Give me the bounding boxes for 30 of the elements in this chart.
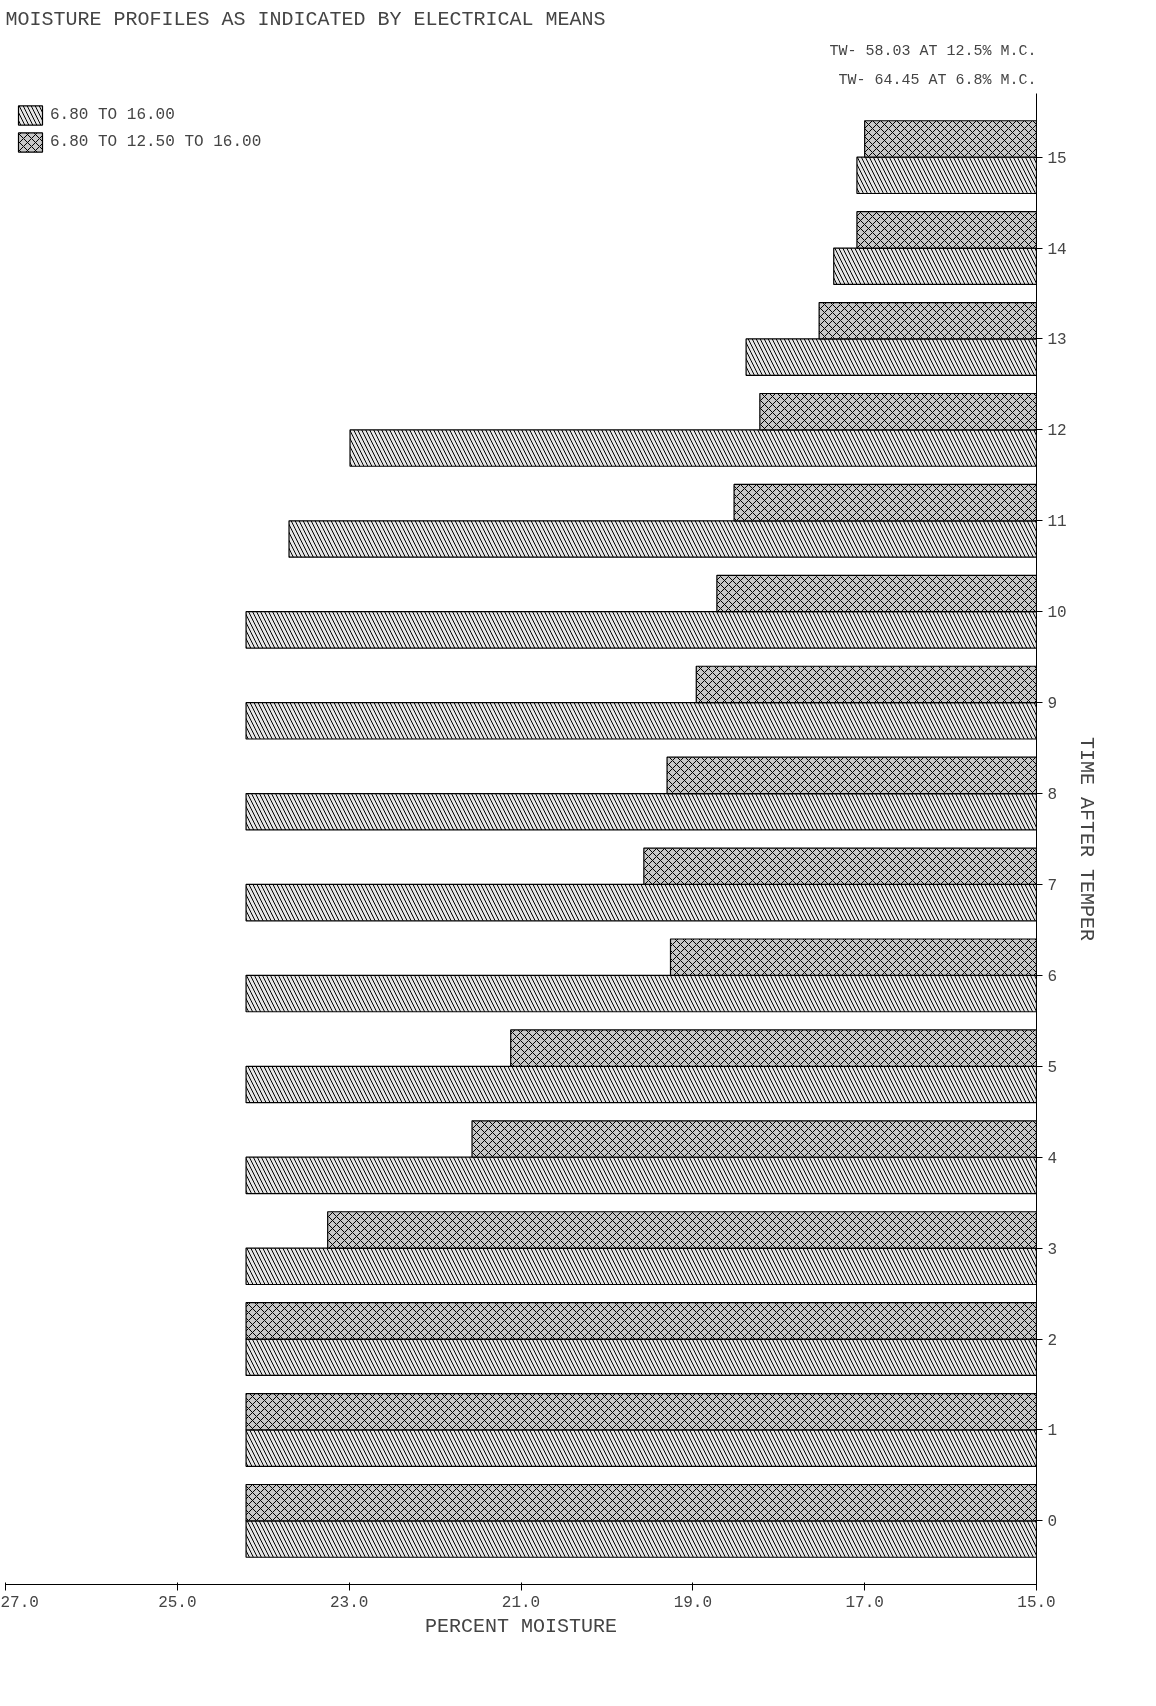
y-tick-label: 6 (1047, 967, 1058, 986)
y-tick-label: 14 (1047, 240, 1067, 259)
y-tick-label: 4 (1047, 1149, 1058, 1168)
legend-label: 6.80 TO 12.50 TO 16.00 (50, 133, 262, 151)
x-tick-label: 21.0 (501, 1593, 541, 1612)
y-tick-label: 8 (1047, 786, 1058, 805)
x-tick-label: 15.0 (1017, 1593, 1056, 1612)
y-tick-label: 1 (1047, 1422, 1058, 1441)
x-tick-label: 19.0 (673, 1593, 713, 1612)
y-tick-label: 7 (1047, 876, 1058, 895)
y-tick-label: 5 (1047, 1058, 1058, 1077)
chart-title: MOISTURE PROFILES AS INDICATED BY ELECTRICAL MEANS (5, 7, 606, 31)
x-tick-label: 25.0 (158, 1593, 197, 1612)
text: TW- 64.45 AT 6.8% M.C. (838, 71, 1037, 89)
y-tick-label: 3 (1047, 1240, 1058, 1259)
y-tick-label: 15 (1047, 149, 1067, 168)
y-tick-label: 10 (1047, 604, 1067, 623)
x-tick-label: 23.0 (329, 1593, 369, 1612)
y-tick-label: 2 (1047, 1331, 1058, 1350)
y-tick-label: 9 (1047, 695, 1058, 714)
x-axis-title: PERCENT MOISTURE (424, 1614, 618, 1638)
y-tick-label: 13 (1047, 331, 1067, 350)
legend-label: 6.80 TO 16.00 (50, 106, 175, 124)
y-tick-label: 0 (1047, 1513, 1058, 1532)
y-axis-title: TIME AFTER TEMPER (1074, 736, 1098, 942)
x-tick-label: 17.0 (845, 1593, 884, 1612)
text: TW- 58.03 AT 12.5% M.C. (829, 42, 1037, 60)
y-tick-label: 12 (1047, 422, 1067, 441)
y-tick-label: 11 (1047, 513, 1067, 532)
x-tick-label: 27.0 (0, 1593, 39, 1612)
